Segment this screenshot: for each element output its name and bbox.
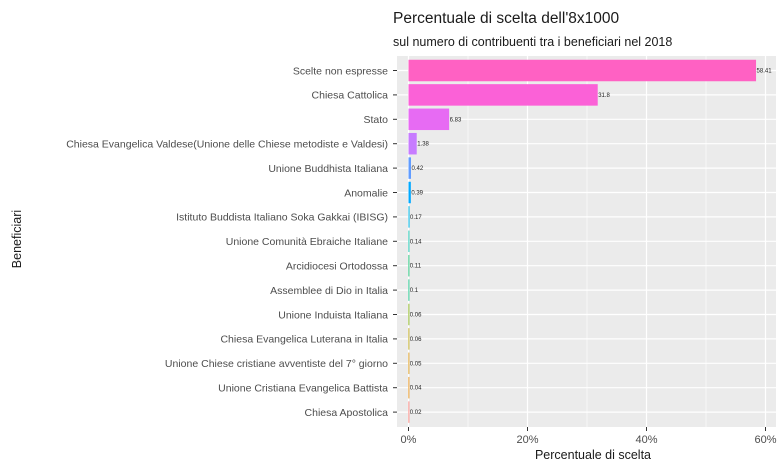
category-label: Stato (363, 114, 388, 126)
bar-value-label: 6.83 (450, 117, 462, 123)
category-label: Unione Cristiana Evangelica Battista (218, 383, 388, 395)
category-label: Unione Chiese cristiane avventiste del 7… (165, 358, 388, 370)
x-axis-ticks: 0% 20% 40% 60% (401, 427, 777, 446)
category-label: Chiesa Evangelica Luterana in Italia (220, 334, 388, 346)
bar (408, 230, 410, 253)
chart-title: Percentuale di scelta dell'8x1000 (393, 10, 620, 27)
y-axis-title: Beneficiari (10, 210, 24, 268)
bar (408, 401, 410, 423)
bar-value-label: 0.06 (410, 337, 422, 343)
bar (408, 59, 757, 82)
category-label: Chiesa Evangelica Valdese(Unione delle C… (66, 139, 388, 151)
bar-value-label: 0.1 (410, 288, 419, 294)
x-tick-label: 0% (401, 434, 417, 446)
bar-value-label: 0.04 (410, 386, 422, 392)
y-axis-labels: Scelte non espresse Chiesa Cattolica Stato… (66, 65, 397, 419)
bar-value-label: 0.11 (410, 264, 422, 270)
bar-value-label: 0.39 (411, 191, 423, 197)
category-label: Arcidiocesi Ortodossa (286, 261, 388, 273)
category-label: Unione Comunità Ebraiche Italiane (226, 236, 388, 248)
bars: 58.41 31.8 6.83 1.38 0.42 0.39 0.17 0.14 0.11 0.1… (408, 59, 773, 423)
category-label: Scelte non espresse (293, 65, 388, 77)
bar (408, 181, 411, 204)
bar (408, 352, 410, 375)
bar-value-label: 0.14 (410, 239, 422, 245)
chart-subtitle: sul numero di contribuenti tra i benefic… (393, 35, 672, 49)
bar-value-label: 0.42 (411, 166, 423, 172)
category-label: Unione Induista Italiana (278, 309, 388, 321)
category-label: Anomalie (344, 187, 388, 199)
x-tick-label: 20% (516, 434, 538, 446)
bar-value-label: 0.02 (410, 410, 422, 416)
x-tick-label: 40% (635, 434, 657, 446)
bar-value-label: 0.17 (410, 215, 422, 221)
category-label: Chiesa Apostolica (305, 407, 389, 419)
bar-value-label: 0.06 (410, 313, 422, 319)
bar-value-label: 0.05 (410, 361, 422, 367)
category-label: Chiesa Cattolica (312, 90, 389, 102)
bar (408, 279, 410, 301)
category-label: Istituto Buddista Italiano Soka Gakkai (… (176, 212, 388, 224)
bar-value-label: 58.41 (757, 69, 773, 75)
category-label: Unione Buddhista Italiana (268, 163, 388, 175)
bar (408, 132, 417, 155)
x-tick-label: 60% (754, 434, 776, 446)
bar (408, 84, 598, 106)
bar (408, 303, 410, 326)
bar-value-label: 31.8 (598, 93, 610, 99)
x-axis-title: Percentuale di scelta (535, 448, 651, 462)
bar (408, 157, 411, 179)
bar-value-label: 1.38 (417, 142, 429, 148)
bar (408, 376, 410, 399)
bar (408, 328, 410, 350)
bar (408, 206, 410, 228)
bar (408, 108, 450, 131)
category-label: Assemblee di Dio in Italia (270, 285, 388, 297)
bar (408, 254, 410, 277)
